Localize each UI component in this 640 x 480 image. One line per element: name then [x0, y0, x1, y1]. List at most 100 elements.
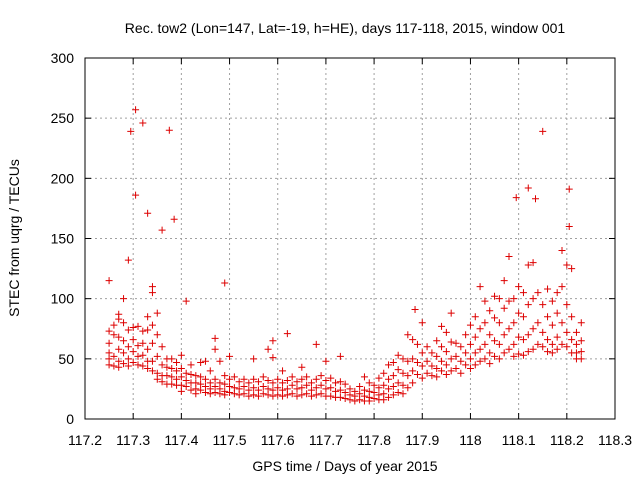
data-point [158, 378, 166, 386]
data-point [476, 357, 484, 365]
data-point [298, 384, 306, 392]
y-tick-label: 250 [51, 110, 75, 126]
data-point [409, 379, 417, 387]
data-point [346, 396, 354, 404]
data-point [206, 390, 214, 398]
data-point [563, 328, 571, 336]
data-point [240, 390, 248, 398]
data-point [462, 349, 470, 357]
data-point [283, 391, 291, 399]
data-point [211, 334, 219, 342]
data-point [558, 319, 566, 327]
data-point [269, 354, 277, 362]
data-point [105, 339, 113, 347]
data-point [303, 373, 311, 381]
data-point [515, 283, 523, 291]
data-point [254, 386, 262, 394]
data-point [548, 349, 556, 357]
data-point [192, 390, 200, 398]
data-point [206, 367, 214, 375]
data-point [235, 391, 243, 399]
data-point [532, 195, 539, 203]
data-point [211, 375, 219, 383]
data-point [389, 391, 397, 399]
data-point [226, 389, 234, 397]
data-point [182, 376, 190, 384]
data-point [120, 349, 128, 357]
data-point [221, 372, 229, 380]
data-point [134, 322, 142, 330]
data-point [105, 349, 113, 357]
data-point [211, 383, 219, 391]
data-point [433, 364, 441, 372]
data-point [274, 375, 282, 383]
y-tick-label: 150 [51, 231, 75, 247]
data-point [568, 265, 576, 273]
data-point [341, 380, 349, 388]
data-point [187, 386, 195, 394]
data-point [495, 355, 503, 363]
data-point [148, 367, 156, 375]
data-point [259, 383, 267, 391]
data-point [211, 345, 219, 353]
data-point [491, 314, 499, 322]
data-point [428, 362, 436, 370]
data-point [438, 322, 446, 330]
data-point [139, 119, 147, 127]
x-tick-label: 117.3 [116, 432, 150, 448]
data-point [558, 247, 566, 255]
data-point [360, 373, 368, 381]
data-point [288, 373, 296, 381]
data-point [322, 376, 330, 384]
data-point [413, 340, 421, 348]
data-point [327, 384, 335, 392]
x-tick-label: 117.6 [261, 432, 295, 448]
data-point [226, 383, 234, 391]
data-point [558, 340, 566, 348]
data-point [452, 339, 460, 347]
data-point [524, 184, 532, 192]
data-point [192, 379, 200, 387]
data-point [115, 363, 123, 371]
data-point [221, 380, 229, 388]
data-point [226, 352, 234, 360]
data-point [428, 349, 436, 357]
data-point [539, 328, 547, 336]
data-point [385, 375, 393, 383]
data-point [438, 367, 446, 375]
data-point [462, 331, 470, 339]
data-point [274, 384, 282, 392]
data-point [385, 393, 393, 401]
data-point [548, 321, 556, 329]
data-point [471, 313, 479, 321]
data-point [553, 333, 561, 341]
data-point [187, 370, 195, 378]
data-point [529, 345, 537, 353]
data-point [462, 361, 470, 369]
data-point [264, 345, 272, 353]
data-point [148, 283, 156, 291]
data-point [312, 384, 320, 392]
data-point [336, 352, 344, 360]
data-point [124, 343, 132, 351]
data-point [144, 326, 152, 334]
data-point [177, 351, 185, 359]
data-point [182, 297, 190, 305]
y-tick-label: 300 [51, 50, 75, 66]
data-point [158, 361, 166, 369]
x-tick-label: 118.1 [502, 432, 536, 448]
data-point [336, 386, 344, 394]
data-point [404, 372, 412, 380]
data-point [486, 331, 494, 339]
data-point [524, 301, 532, 309]
data-point [226, 375, 234, 383]
data-point [433, 373, 441, 381]
data-point [442, 370, 450, 378]
data-point [134, 342, 142, 350]
data-point [153, 369, 161, 377]
data-point [327, 374, 335, 382]
data-point [577, 337, 585, 345]
data-point [389, 383, 397, 391]
data-point [486, 307, 494, 315]
